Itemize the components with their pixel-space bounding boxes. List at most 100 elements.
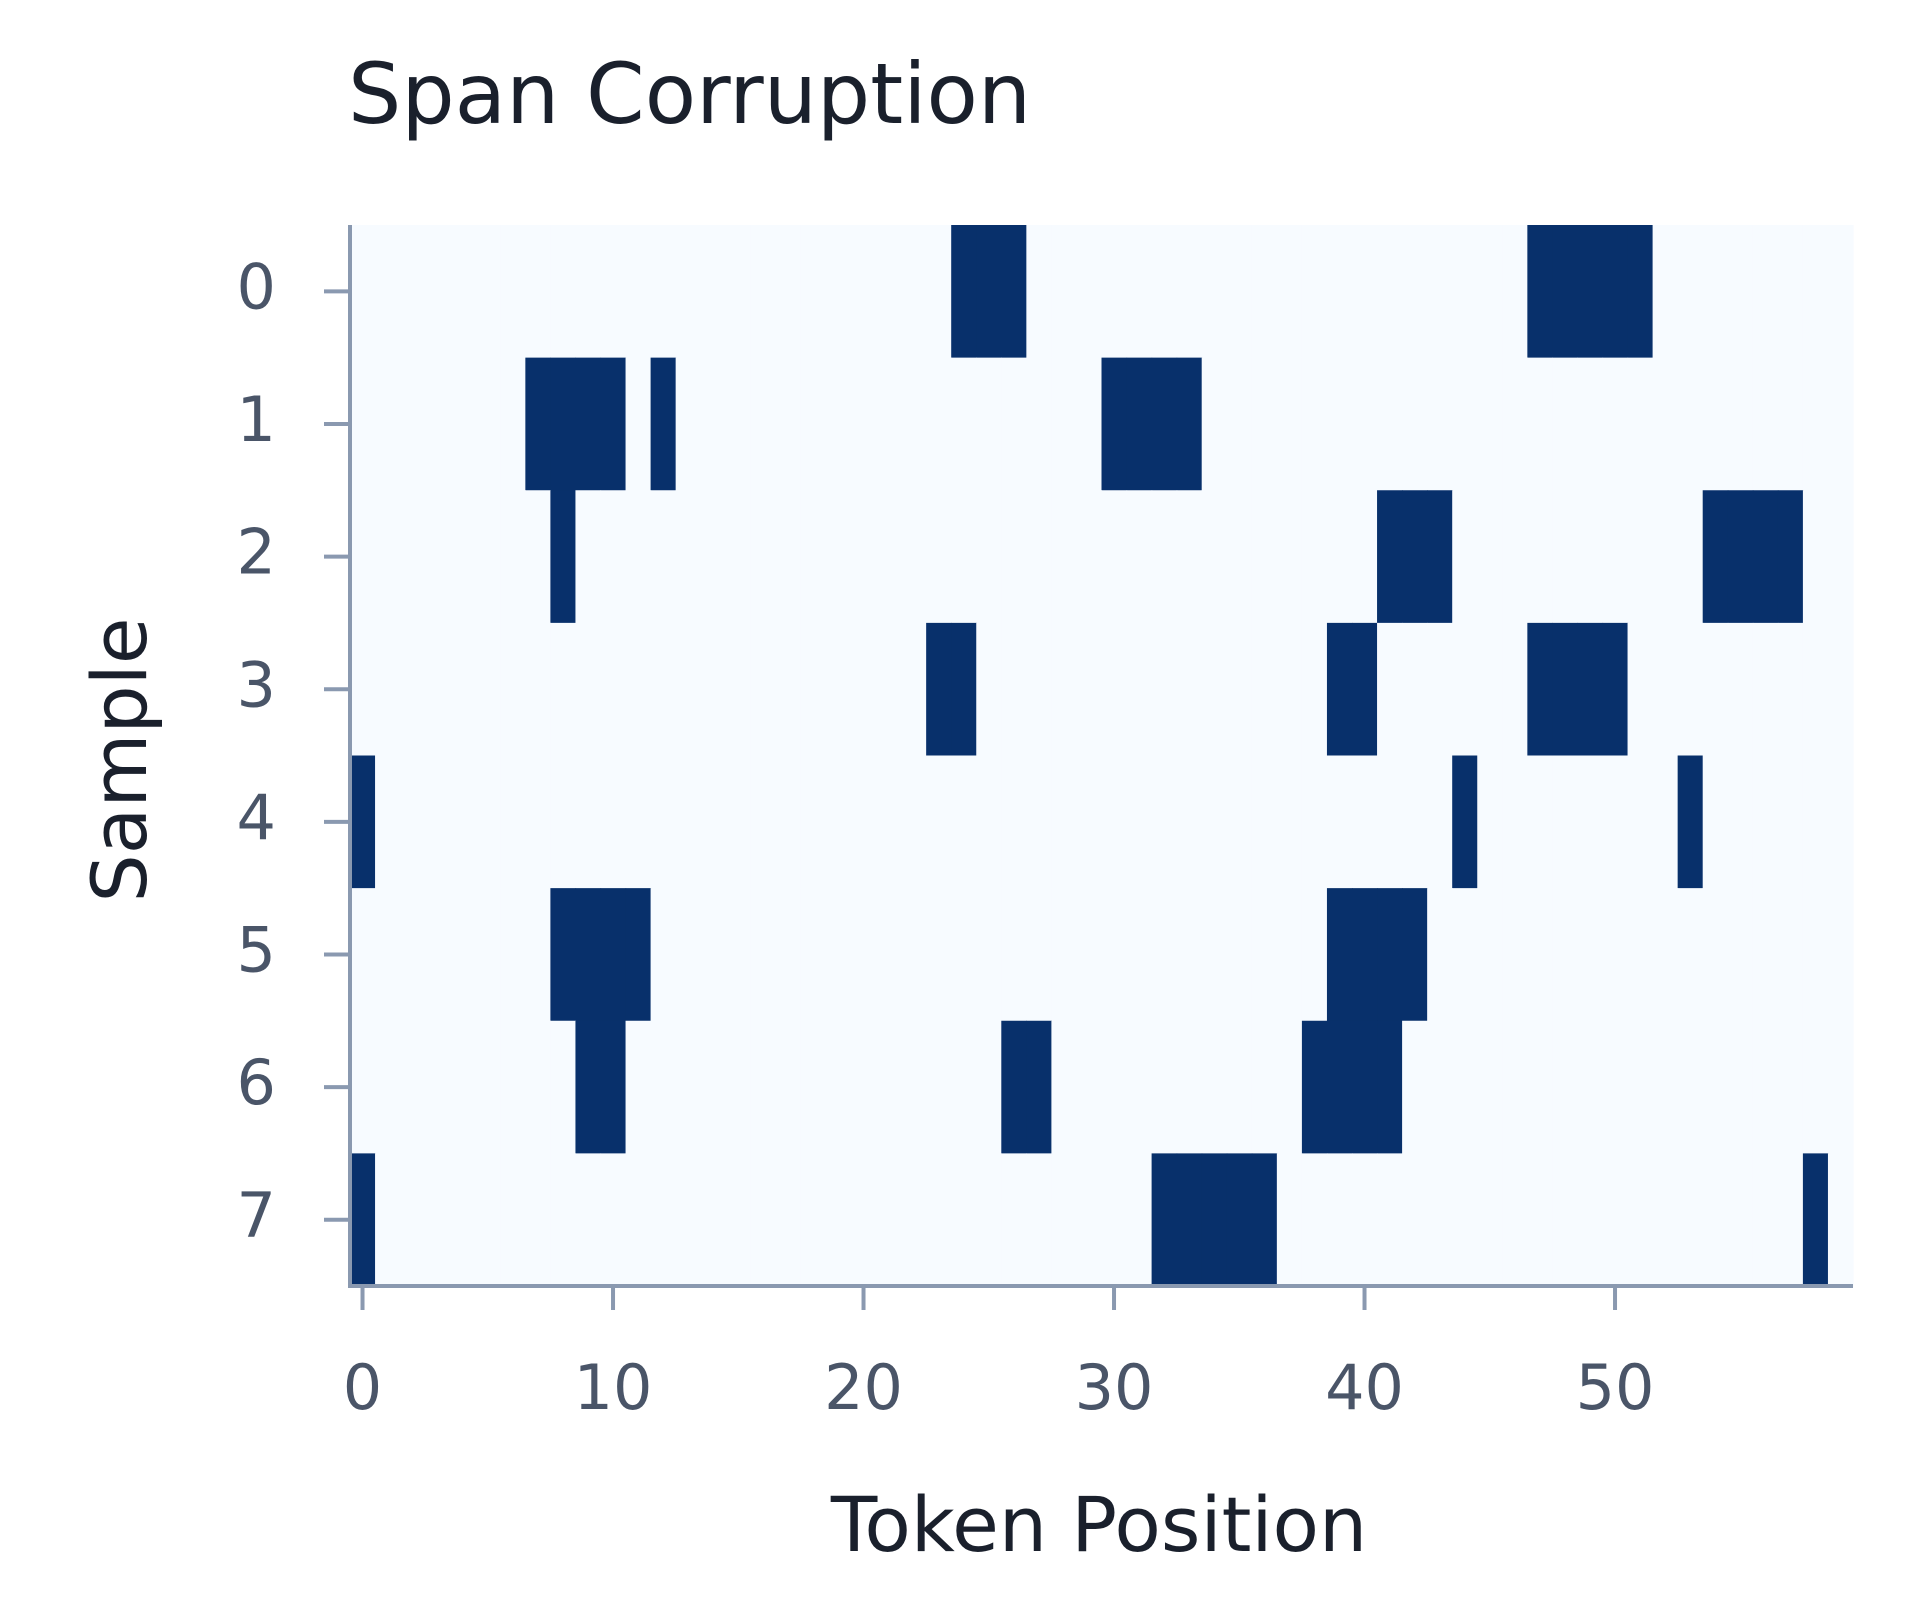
heatmap-cell — [1377, 225, 1403, 359]
heatmap-cell — [550, 755, 577, 889]
heatmap-cell — [1577, 1020, 1604, 1154]
heatmap-cell — [1627, 888, 1654, 1022]
heatmap-cell — [1301, 225, 1328, 359]
heatmap-cell — [1627, 755, 1654, 889]
heatmap-cell — [851, 357, 877, 491]
heatmap-cell — [550, 225, 577, 359]
heatmap-cell — [475, 490, 501, 624]
heatmap-cell — [1602, 490, 1629, 624]
heatmap-cell — [926, 622, 952, 757]
heatmap-cell — [700, 357, 727, 491]
heatmap-cell — [1001, 755, 1027, 889]
heatmap-cell — [1552, 357, 1579, 491]
heatmap-cell — [375, 1020, 401, 1154]
heatmap-cell — [1452, 357, 1478, 491]
heatmap-cell — [876, 225, 902, 359]
heatmap-cell — [1201, 490, 1228, 624]
heatmap-cell — [1201, 357, 1228, 491]
heatmap-cell — [1151, 622, 1178, 757]
heatmap-cell — [1301, 357, 1328, 491]
x-tick-label: 40 — [1325, 1351, 1404, 1424]
heatmap-cell — [1076, 755, 1103, 889]
heatmap-cell — [1452, 225, 1478, 359]
heatmap-cell — [1802, 755, 1829, 889]
x-tick-label: 50 — [1576, 1351, 1655, 1424]
heatmap-cell — [650, 888, 677, 1022]
heatmap-cell — [1502, 622, 1528, 757]
heatmap-cell — [1377, 888, 1403, 1022]
heatmap-cell — [1126, 1020, 1153, 1154]
heatmap-cell — [1602, 888, 1629, 1022]
heatmap-cell — [1552, 755, 1579, 889]
heatmap-cell — [1201, 622, 1228, 757]
heatmap-cell — [525, 1020, 551, 1154]
heatmap-cell — [1377, 490, 1403, 624]
heatmap-cell — [1827, 225, 1854, 359]
heatmap-cell — [575, 357, 602, 491]
heatmap-cell — [1777, 357, 1804, 491]
heatmap-cell — [625, 1020, 652, 1154]
heatmap-cell — [901, 225, 927, 359]
heatmap-cell — [800, 357, 827, 491]
heatmap-cell — [625, 357, 652, 491]
heatmap-cell — [1026, 1153, 1052, 1287]
heatmap-cell — [425, 490, 451, 624]
heatmap-cell — [1126, 225, 1153, 359]
heatmap-cell — [1001, 888, 1027, 1022]
heatmap-cell — [650, 490, 677, 624]
heatmap-cell — [1076, 1020, 1103, 1154]
heatmap-cell — [1326, 1020, 1353, 1154]
heatmap-cell — [1352, 1020, 1378, 1154]
heatmap-cell — [600, 490, 627, 624]
heatmap-cell — [1752, 888, 1779, 1022]
heatmap-cell — [1652, 357, 1679, 491]
heatmap-cell — [1051, 622, 1078, 757]
heatmap-cell — [1452, 888, 1478, 1022]
heatmap-cell — [1502, 490, 1528, 624]
heatmap-cell — [675, 622, 702, 757]
heatmap-cell — [1151, 1153, 1178, 1287]
heatmap-cell — [725, 1020, 752, 1154]
heatmap-cell — [1427, 1153, 1453, 1287]
heatmap-cell — [400, 1020, 426, 1154]
heatmap-cell — [1076, 490, 1103, 624]
heatmap-cell — [1477, 622, 1503, 757]
heatmap-cell — [1777, 755, 1804, 889]
heatmap-cell — [851, 888, 877, 1022]
heatmap-cell — [1251, 888, 1278, 1022]
heatmap-cell — [1001, 1020, 1027, 1154]
heatmap-cell — [1752, 755, 1779, 889]
heatmap-cell — [1552, 1020, 1579, 1154]
heatmap-cell — [750, 1153, 777, 1287]
heatmap-cell — [350, 755, 376, 889]
heatmap-cell — [1752, 1153, 1779, 1287]
heatmap-cell — [1101, 225, 1128, 359]
heatmap-cell — [475, 755, 501, 889]
heatmap-cell — [750, 888, 777, 1022]
heatmap-cell — [575, 622, 602, 757]
heatmap-cell — [976, 755, 1002, 889]
heatmap-cell — [350, 888, 376, 1022]
heatmap-cell — [1677, 755, 1704, 889]
heatmap-cell — [1552, 888, 1579, 1022]
heatmap-cell — [475, 1020, 501, 1154]
heatmap-cell — [1677, 622, 1704, 757]
heatmap-cell — [1026, 888, 1052, 1022]
x-tick-label: 10 — [574, 1351, 653, 1424]
heatmap-cell — [575, 755, 602, 889]
heatmap-cell — [1577, 622, 1604, 757]
heatmap-cell — [650, 225, 677, 359]
heatmap-cell — [725, 622, 752, 757]
heatmap-cell — [375, 755, 401, 889]
heatmap-cell — [375, 622, 401, 757]
heatmap-cell — [1652, 490, 1679, 624]
heatmap-cell — [1051, 357, 1078, 491]
heatmap-cell — [1176, 622, 1203, 757]
heatmap-cell — [450, 490, 476, 624]
heatmap-cell — [725, 357, 752, 491]
heatmap-cell — [1602, 1153, 1629, 1287]
y-tick-label: 3 — [237, 648, 276, 721]
heatmap-cell — [901, 622, 927, 757]
heatmap-cell — [650, 357, 677, 491]
y-tick-label: 7 — [237, 1179, 276, 1252]
